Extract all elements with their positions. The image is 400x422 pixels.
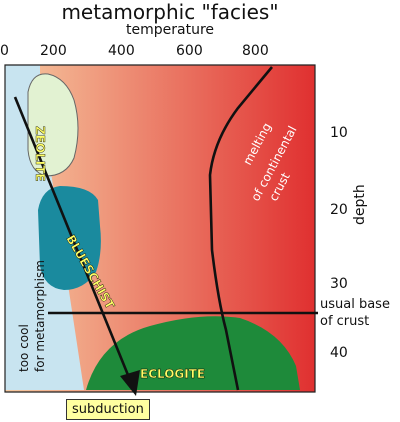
too-cool-label-line2: for metamorphism bbox=[33, 260, 47, 372]
temperature-tick-400: 400 bbox=[108, 43, 135, 59]
zeolite-label: ZEOLITE bbox=[33, 126, 47, 182]
depth-axis-label: depth bbox=[352, 184, 368, 225]
zeolite-field bbox=[27, 73, 79, 177]
blueschist-field bbox=[38, 186, 101, 290]
temperature-tick-0: 0 bbox=[0, 43, 9, 59]
subduction-label: subduction bbox=[66, 399, 150, 420]
crust-base-label: usual base of crust bbox=[320, 296, 390, 330]
too-cool-label-line1: too cool bbox=[17, 324, 31, 372]
depth-tick-40: 40 bbox=[330, 345, 348, 361]
subduction-arrow-line bbox=[13, 96, 132, 381]
crust-base-label-line1: usual base bbox=[320, 297, 390, 312]
temperature-axis-label: temperature bbox=[126, 22, 214, 38]
diagram-border bbox=[4, 64, 316, 393]
subduction-arrowhead bbox=[120, 370, 140, 396]
depth-tick-20: 20 bbox=[330, 202, 348, 218]
temperature-tick-800: 800 bbox=[242, 43, 269, 59]
melting-curve bbox=[208, 66, 274, 391]
crust-base-label-line2: of crust bbox=[320, 314, 370, 329]
depth-tick-30: 30 bbox=[330, 276, 348, 292]
diagram-title: metamorphic "facies" bbox=[61, 0, 279, 24]
temperature-tick-200: 200 bbox=[40, 43, 67, 59]
temperature-tick-600: 600 bbox=[176, 43, 203, 59]
eclogite-label: ECLOGITE bbox=[140, 367, 205, 381]
depth-tick-10: 10 bbox=[330, 125, 348, 141]
